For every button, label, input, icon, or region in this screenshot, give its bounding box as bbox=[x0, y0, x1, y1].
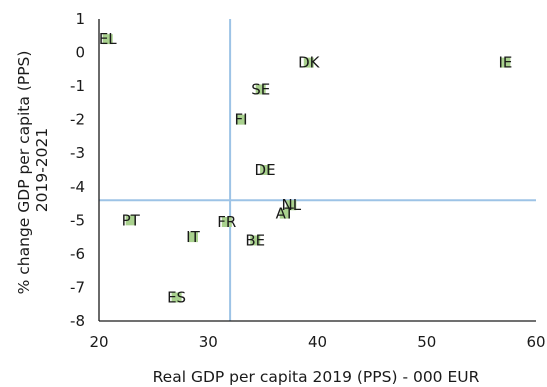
data-point bbox=[255, 84, 266, 95]
x-tick-label: 40 bbox=[308, 333, 327, 351]
point-label: ES bbox=[167, 289, 186, 307]
y-axis-title-line-1: % change GDP per capita (PPS) bbox=[15, 51, 33, 295]
data-point bbox=[102, 34, 113, 45]
y-tick-label: -7 bbox=[70, 278, 85, 296]
y-axis-title: % change GDP per capita (PPS) 2019-2021 bbox=[15, 46, 51, 295]
point-label: FI bbox=[234, 111, 247, 129]
point-label: PT bbox=[122, 211, 141, 229]
data-points bbox=[102, 34, 511, 303]
data-point bbox=[187, 232, 198, 243]
y-tick-label: -4 bbox=[70, 178, 85, 196]
data-point bbox=[303, 57, 314, 68]
point-label: AT bbox=[276, 205, 295, 223]
y-axis-title-line-2: 2019-2021 bbox=[33, 128, 51, 213]
x-tick-label: 60 bbox=[526, 333, 545, 351]
point-label: IT bbox=[186, 228, 200, 246]
data-point bbox=[125, 215, 136, 226]
y-tick-label: 1 bbox=[75, 10, 85, 28]
point-label: DE bbox=[255, 161, 276, 179]
y-tick-label: 0 bbox=[75, 44, 85, 62]
point-label: NL bbox=[281, 196, 301, 214]
y-tick-label: -3 bbox=[70, 144, 85, 162]
data-point bbox=[260, 165, 271, 175]
y-tick-label: -6 bbox=[70, 245, 85, 263]
y-tick-label: -1 bbox=[70, 77, 85, 95]
x-tick-label: 20 bbox=[89, 333, 108, 351]
y-tick-label: -2 bbox=[70, 111, 85, 129]
x-tick-labels: 20 30 40 50 60 bbox=[89, 333, 545, 351]
y-tick-label: -5 bbox=[70, 211, 85, 229]
y-tick-labels: 1 0 -1 -2 -3 -4 -5 -6 -7 -8 bbox=[70, 10, 85, 330]
data-point bbox=[171, 292, 182, 303]
x-tick-label: 50 bbox=[417, 333, 436, 351]
axes bbox=[98, 19, 536, 322]
point-label: SE bbox=[251, 80, 270, 98]
reference-lines bbox=[99, 19, 536, 321]
data-point bbox=[500, 57, 511, 68]
data-point bbox=[221, 217, 232, 228]
x-axis-title: Real GDP per capita 2019 (PPS) - 000 EUR bbox=[153, 368, 480, 386]
point-label: IE bbox=[498, 54, 512, 72]
data-point bbox=[250, 235, 261, 246]
data-point bbox=[286, 200, 297, 211]
data-point bbox=[279, 208, 290, 219]
data-point bbox=[236, 114, 247, 125]
point-label: BE bbox=[245, 231, 265, 249]
point-label: FR bbox=[217, 213, 236, 231]
y-tick-label: -8 bbox=[70, 312, 85, 330]
point-label: EL bbox=[99, 30, 117, 48]
x-tick-label: 30 bbox=[199, 333, 218, 351]
point-label: DK bbox=[298, 54, 321, 72]
